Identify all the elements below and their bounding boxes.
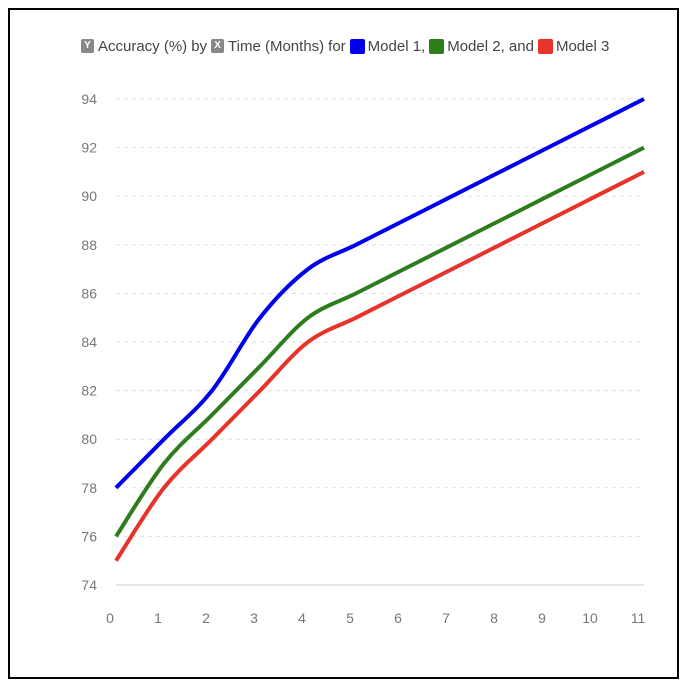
grid-layer <box>116 98 644 537</box>
chart-legend: Y Accuracy (%) by X Time (Months) for Mo… <box>81 35 613 57</box>
series-layer <box>114 97 645 562</box>
x-tick-label: 9 <box>538 610 546 626</box>
series-line-model-1 <box>114 97 645 490</box>
y-tick-label: 74 <box>81 577 97 593</box>
y-tick-label: 86 <box>81 285 97 301</box>
y-axis-label: Accuracy (%) <box>98 37 188 55</box>
y-tick-label: 90 <box>81 188 97 204</box>
x-tick-label: 5 <box>346 610 354 626</box>
x-tick-label: 0 <box>106 610 114 626</box>
x-tick-label: 4 <box>298 610 306 626</box>
y-tick-label: 82 <box>81 383 97 399</box>
legend-label-model-3: Model 3 <box>555 37 610 55</box>
legend-label-model-1: Model 1, <box>367 37 426 55</box>
y-tick-label: 92 <box>81 140 97 156</box>
legend-swatch-model-2 <box>429 38 445 54</box>
x-tick-label: 2 <box>202 610 210 626</box>
series-line-model-2 <box>114 145 645 538</box>
legend-by-text: by <box>191 37 208 55</box>
series-line-model-3 <box>114 170 645 562</box>
x-tick-label: 7 <box>442 610 450 626</box>
y-tick-label: 88 <box>81 237 97 253</box>
x-tick-label: 8 <box>490 610 498 626</box>
x-tick-label: 1 <box>154 610 162 626</box>
legend-label-model-2: Model 2, and <box>447 37 534 55</box>
x-axis-label: Time (Months) <box>228 37 325 55</box>
x-tick-label: 11 <box>631 610 646 626</box>
y-tick-label: 94 <box>81 91 97 107</box>
legend-for-text: for <box>328 37 346 55</box>
x-tick-label: 10 <box>582 610 598 626</box>
x-tick-label: 6 <box>394 610 402 626</box>
y-axis-badge: Y <box>81 39 94 53</box>
legend-swatch-model-3 <box>537 38 553 54</box>
y-tick-label: 78 <box>81 480 97 496</box>
y-tick-label: 84 <box>81 334 97 350</box>
legend-swatch-model-1 <box>349 38 365 54</box>
chart-frame <box>8 8 679 679</box>
y-tick-label: 76 <box>81 528 97 544</box>
y-tick-label: 80 <box>81 431 97 447</box>
x-axis-badge: X <box>211 39 225 53</box>
x-tick-label: 3 <box>250 610 258 626</box>
